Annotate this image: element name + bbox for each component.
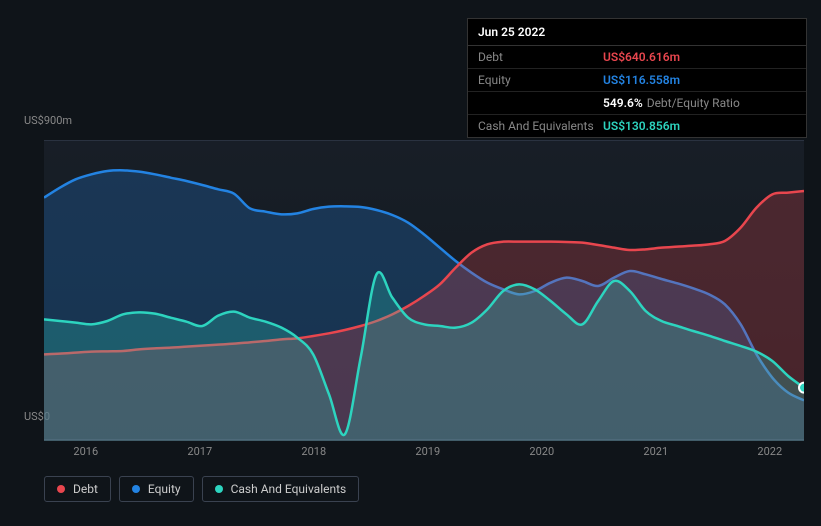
tooltip-ratio-value: 549.6% (603, 96, 643, 110)
tooltip-date: Jun 25 2022 (468, 19, 806, 46)
tooltip-ratio-label: Debt/Equity Ratio (647, 96, 740, 110)
tooltip-row-value: US$130.856m (603, 119, 680, 133)
tooltip-row-label: Equity (478, 73, 603, 87)
x-axis-label: 2017 (187, 445, 212, 458)
legend-label: Equity (148, 482, 181, 496)
x-axis-label: 2022 (757, 445, 782, 458)
tooltip-row: DebtUS$640.616m (468, 46, 806, 69)
tooltip-row-label: Cash And Equivalents (478, 119, 603, 133)
tooltip-row: EquityUS$116.558m (468, 69, 806, 92)
legend-dot (215, 485, 223, 493)
legend-item[interactable]: Debt (44, 476, 111, 502)
x-axis-label: 2018 (301, 445, 326, 458)
legend-label: Cash And Equivalents (231, 482, 347, 496)
chart-svg (44, 141, 804, 441)
tooltip-row: Cash And EquivalentsUS$130.856m (468, 115, 806, 137)
tooltip-row-label: Debt (478, 50, 603, 64)
legend: Debt Equity Cash And Equivalents (44, 476, 359, 502)
legend-dot (132, 485, 140, 493)
legend-dot (57, 485, 65, 493)
tooltip-row-value: US$116.558m (603, 73, 680, 87)
tooltip-ratio: 549.6% Debt/Equity Ratio (603, 96, 740, 110)
x-axis-label: 2020 (529, 445, 554, 458)
y-axis-label-max: US$900m (24, 114, 72, 127)
chart-marker (799, 383, 804, 393)
tooltip-row: 549.6% Debt/Equity Ratio (468, 92, 806, 115)
x-axis-label: 2016 (73, 445, 98, 458)
tooltip-row-value: US$640.616m (603, 50, 680, 64)
x-axis-label: 2021 (643, 445, 668, 458)
legend-item[interactable]: Equity (119, 476, 194, 502)
tooltip-row-label (478, 96, 603, 110)
x-axis-label: 2019 (415, 445, 440, 458)
x-axis-labels: 2016 2017 2018 2019 2020 2021 2022 (44, 445, 804, 465)
plot-area[interactable] (44, 140, 804, 440)
legend-label: Debt (73, 482, 98, 496)
chart-tooltip: Jun 25 2022 DebtUS$640.616mEquityUS$116.… (467, 18, 807, 138)
legend-item[interactable]: Cash And Equivalents (202, 476, 360, 502)
